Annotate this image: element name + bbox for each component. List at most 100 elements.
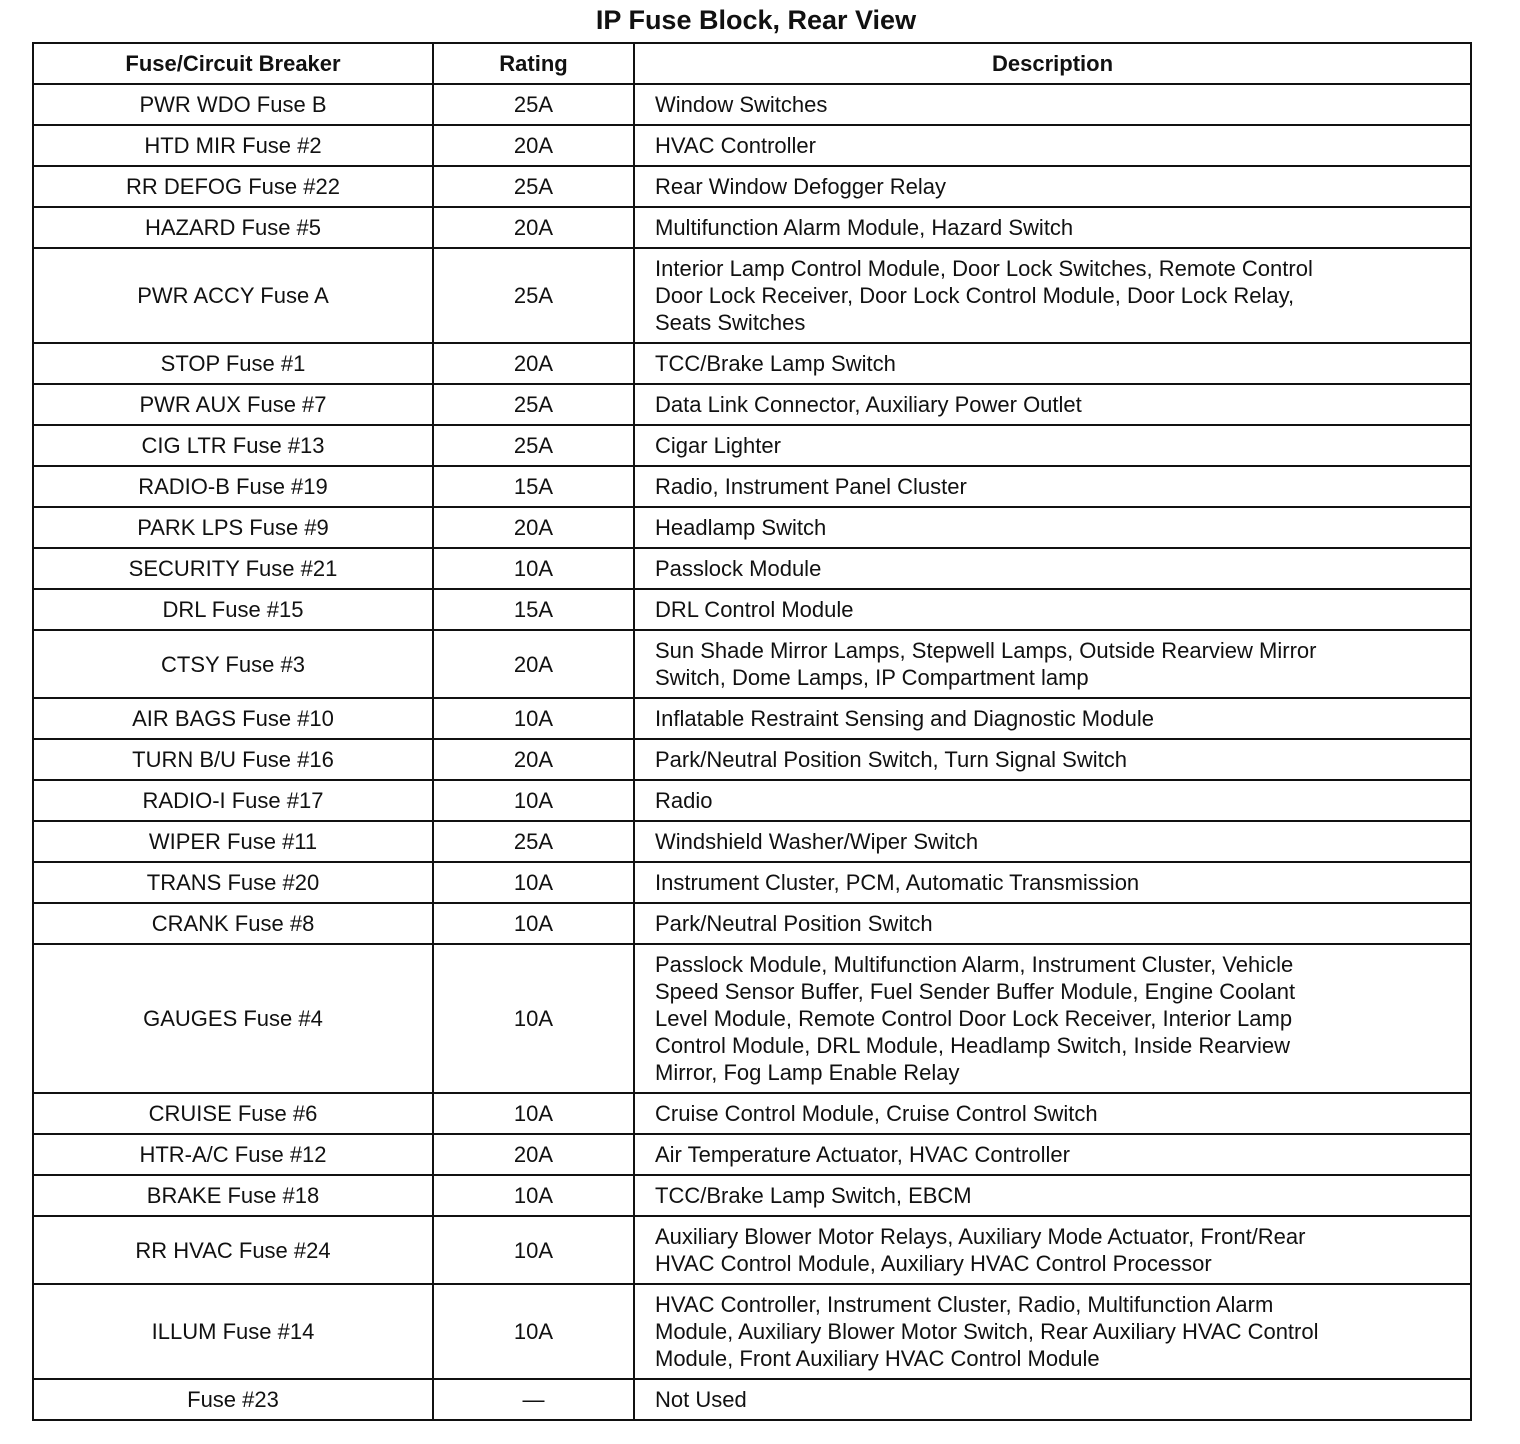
rating: 10A [432,861,635,904]
rating: 15A [432,465,635,508]
table-row: HTD MIR Fuse #2 20A HVAC Controller [32,124,1472,167]
description: Instrument Cluster, PCM, Automatic Trans… [633,861,1472,904]
rating: 10A [432,943,635,1094]
fuse-name: AIR BAGS Fuse #10 [32,697,434,740]
rating: 20A [432,342,635,385]
fuse-name: HTR-A/C Fuse #12 [32,1133,434,1176]
fuse-name: PWR AUX Fuse #7 [32,383,434,426]
fuse-name: RR DEFOG Fuse #22 [32,165,434,208]
fuse-name: PWR ACCY Fuse A [32,247,434,344]
description: Not Used [633,1378,1472,1421]
description-line: Radio, Instrument Panel Cluster [655,474,967,499]
table-row: PWR ACCY Fuse A 25A Interior Lamp Control … [32,247,1472,344]
description-line: Switch, Dome Lamps, IP Compartment lamp [655,665,1089,690]
rating: 20A [432,738,635,781]
fuse-name: RADIO-B Fuse #19 [32,465,434,508]
table-row: PARK LPS Fuse #9 20A Headlamp Switch [32,506,1472,549]
description-line: Multifunction Alarm Module, Hazard Switc… [655,215,1074,240]
rating: 20A [432,629,635,699]
description-line: Park/Neutral Position Switch, Turn Signa… [655,747,1127,772]
description: Air Temperature Actuator, HVAC Controlle… [633,1133,1472,1176]
table-row: GAUGES Fuse #4 10A Passlock Module, Multif… [32,943,1472,1094]
description: Cruise Control Module, Cruise Control Sw… [633,1092,1472,1135]
description: Sun Shade Mirror Lamps, Stepwell Lamps, … [633,629,1472,699]
description-line: Window Switches [655,92,828,117]
table-row: RR DEFOG Fuse #22 25A Rear Window Defogger… [32,165,1472,208]
description-line: Rear Window Defogger Relay [655,174,947,199]
description-line: Data Link Connector, Auxiliary Power Out… [655,392,1082,417]
rating: 10A [432,547,635,590]
rating: 25A [432,83,635,126]
rating: 25A [432,383,635,426]
description-line: DRL Control Module [655,597,854,622]
table-row: WIPER Fuse #11 25A Windshield Washer/Wiper… [32,820,1472,863]
description: TCC/Brake Lamp Switch, EBCM [633,1174,1472,1217]
header-row: Fuse/Circuit Breaker Rating Description [32,42,1472,85]
description-line: HVAC Controller, Instrument Cluster, Rad… [655,1292,1274,1317]
rating: 20A [432,124,635,167]
table-row: PWR AUX Fuse #7 25A Data Link Connector, A… [32,383,1472,426]
description-line: Seats Switches [655,310,806,335]
description-line: TCC/Brake Lamp Switch, EBCM [655,1183,972,1208]
description-line: Auxiliary Blower Motor Relays, Auxiliary… [655,1224,1306,1249]
column-header: Description [633,42,1472,85]
rating: 10A [432,697,635,740]
description: Windshield Washer/Wiper Switch [633,820,1472,863]
table-row: CRANK Fuse #8 10A Park/Neutral Position Sw… [32,902,1472,945]
column-header: Fuse/Circuit Breaker [32,42,434,85]
fuse-name: PARK LPS Fuse #9 [32,506,434,549]
fuse-name: SECURITY Fuse #21 [32,547,434,590]
description-line: TCC/Brake Lamp Switch [655,351,896,376]
description: Cigar Lighter [633,424,1472,467]
table-row: TURN B/U Fuse #16 20A Park/Neutral Positio… [32,738,1472,781]
table-row: RR HVAC Fuse #24 10A Auxiliary Blower Moto… [32,1215,1472,1285]
fuse-name: BRAKE Fuse #18 [32,1174,434,1217]
table-row: RADIO-I Fuse #17 10A Radio [32,779,1472,822]
fuse-name: Fuse #23 [32,1378,434,1421]
description-line: Radio [655,788,713,813]
description: Headlamp Switch [633,506,1472,549]
table-row: Fuse #23— Not Used [32,1378,1472,1421]
description-line: Instrument Cluster, PCM, Automatic Trans… [655,870,1140,895]
table-row: HTR-A/C Fuse #12 20A Air Temperature Actua… [32,1133,1472,1176]
description: Passlock Module, Multifunction Alarm, In… [633,943,1472,1094]
table-body: PWR WDO Fuse B 25A Window Switches HTD MIR … [32,83,1472,1421]
fuse-name: PWR WDO Fuse B [32,83,434,126]
rating: 20A [432,1133,635,1176]
description: Inflatable Restraint Sensing and Diagnos… [633,697,1472,740]
fuse-name: HAZARD Fuse #5 [32,206,434,249]
fuse-name: CIG LTR Fuse #13 [32,424,434,467]
rating: 20A [432,506,635,549]
description: Rear Window Defogger Relay [633,165,1472,208]
fuse-name: CRANK Fuse #8 [32,902,434,945]
description: HVAC Controller [633,124,1472,167]
rating: 15A [432,588,635,631]
description: Park/Neutral Position Switch [633,902,1472,945]
description-line: Not Used [655,1387,747,1412]
table-row: BRAKE Fuse #18 10A TCC/Brake Lamp Switch, … [32,1174,1472,1217]
description-line: Interior Lamp Control Module, Door Lock … [655,256,1313,281]
table-row: HAZARD Fuse #5 20A Multifunction Alarm Mod… [32,206,1472,249]
table-row: ILLUM Fuse #14 10A HVAC Controller, Instru… [32,1283,1472,1380]
description-line: Passlock Module, Multifunction Alarm, In… [655,952,1294,977]
rating: 10A [432,1092,635,1135]
rating: 10A [432,1283,635,1380]
fuse-name: WIPER Fuse #11 [32,820,434,863]
fuse-name: CRUISE Fuse #6 [32,1092,434,1135]
table-row: STOP Fuse #1 20A TCC/Brake Lamp Switch [32,342,1472,385]
description: Auxiliary Blower Motor Relays, Auxiliary… [633,1215,1472,1285]
table-row: CIG LTR Fuse #13 25A Cigar Lighter [32,424,1472,467]
description: DRL Control Module [633,588,1472,631]
fuse-name: RADIO-I Fuse #17 [32,779,434,822]
fuse-name: DRL Fuse #15 [32,588,434,631]
rating: 25A [432,424,635,467]
description: Data Link Connector, Auxiliary Power Out… [633,383,1472,426]
rating: 20A [432,206,635,249]
table-row: RADIO-B Fuse #19 15A Radio, Instrument Pan… [32,465,1472,508]
rating: 25A [432,165,635,208]
rating: 25A [432,247,635,344]
fuse-name: RR HVAC Fuse #24 [32,1215,434,1285]
description: Interior Lamp Control Module, Door Lock … [633,247,1472,344]
description: Multifunction Alarm Module, Hazard Switc… [633,206,1472,249]
